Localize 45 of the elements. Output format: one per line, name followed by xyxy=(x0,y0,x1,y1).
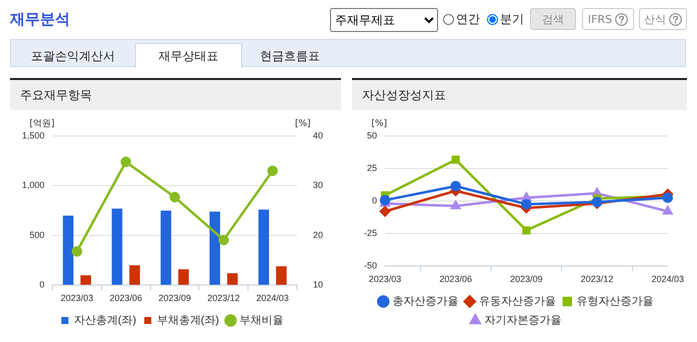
y-tick-label: 500 xyxy=(29,230,45,240)
x-tick-label: 2024/03 xyxy=(256,293,289,304)
text: 분기 xyxy=(499,11,524,28)
x-tick-label: 2023/12 xyxy=(580,274,614,284)
text: 연간 xyxy=(455,11,480,28)
x-tick-label: 2024/03 xyxy=(651,274,684,284)
x-tick-label: 2023/12 xyxy=(207,293,240,304)
legend-label: 유형자산증가율 xyxy=(576,296,654,308)
x-tick-label: 2023/03 xyxy=(60,293,94,304)
x-tick-label: 2023/09 xyxy=(510,274,543,284)
legend-label: 부채총계(좌) xyxy=(156,314,220,327)
x-tick-label: 2023/06 xyxy=(439,274,472,284)
y2-tick-label: 20 xyxy=(312,230,324,240)
y-tick-label: -25 xyxy=(364,228,378,238)
chart-title: 주요재무항목 xyxy=(10,78,341,110)
y2-axis-title: [%] xyxy=(294,118,311,129)
text: 주재무제표 xyxy=(330,8,438,32)
y2-tick-label: 10 xyxy=(312,280,324,290)
y-tick-label: 1,000 xyxy=(22,180,45,190)
legend-label: 자산총계(좌) xyxy=(74,314,136,327)
y2-tick-label: 40 xyxy=(312,130,324,140)
text: 재무분석 xyxy=(10,10,70,29)
legend-label: 자기자본증가율 xyxy=(484,314,562,327)
y2-tick-label: 30 xyxy=(312,180,324,190)
chart-title: 자산성장성지표 xyxy=(352,78,687,110)
x-tick-label: 2023/03 xyxy=(368,274,402,284)
y-axis-title: [억원] xyxy=(29,118,55,129)
y-axis-title: [%] xyxy=(371,118,388,129)
legend-label: 총자산증가율 xyxy=(392,296,458,308)
text: 산식 xyxy=(639,8,687,30)
text: 현금흐름표 xyxy=(259,48,321,64)
y-tick-label: 0 xyxy=(40,280,45,290)
text: 재무상태표 xyxy=(135,43,242,68)
text: 포괄손익계산서 xyxy=(30,48,116,64)
legend-label: 부채비율 xyxy=(240,314,284,327)
legend-label: 유동자산증가율 xyxy=(478,296,556,308)
y-tick-label: 25 xyxy=(366,163,378,174)
text: 검색 xyxy=(530,8,576,30)
y-tick-label: 1,500 xyxy=(22,130,45,140)
x-tick-label: 2023/06 xyxy=(110,293,142,304)
x-tick-label: 2023/09 xyxy=(158,293,192,304)
y-tick-label: -50 xyxy=(364,260,378,271)
y-tick-label: 0 xyxy=(372,196,378,206)
y-tick-label: 50 xyxy=(366,130,378,140)
text: IFRS xyxy=(582,8,634,30)
